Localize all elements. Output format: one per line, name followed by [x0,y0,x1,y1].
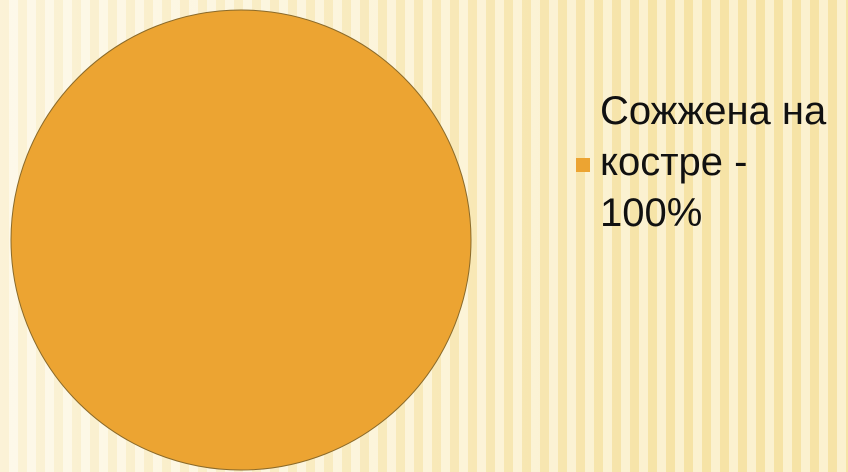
pie-slice [10,9,472,471]
pie-slices [10,9,472,471]
legend-entry-label: Сожжена на костре - 100% [600,89,827,235]
legend-swatch [576,158,590,172]
